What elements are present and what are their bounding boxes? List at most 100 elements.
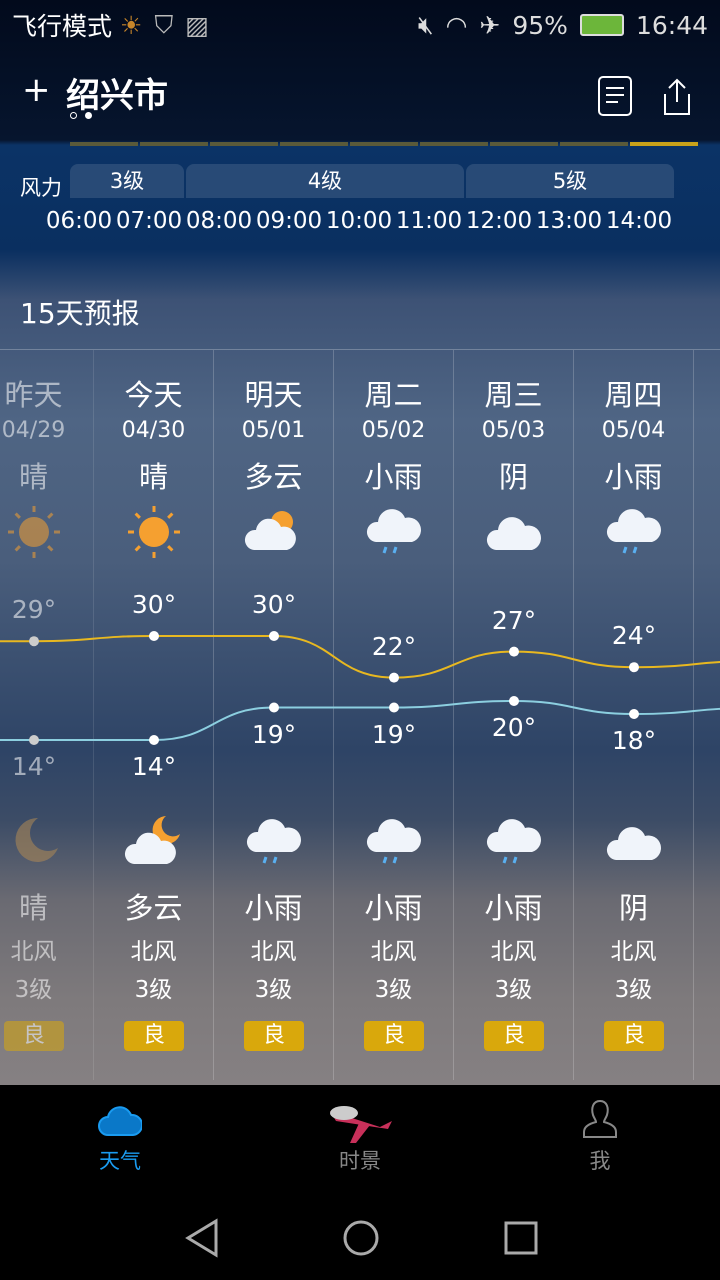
low-temp-point [509,696,519,706]
forecast-day[interactable]: 周二 05/02 小雨 小雨 北风 3级 良 [334,350,454,1080]
airplane-icon [330,1106,392,1143]
forecast-title: 15天预报 [20,297,140,330]
bottom-nav: 天气 时景 我 [0,1085,720,1280]
page-dot-active [85,112,92,119]
airplane-mode-label: 飞行模式 [12,12,113,41]
hour: 11:00 [395,208,463,234]
news-icon[interactable] [598,76,632,116]
airplane-icon: ✈ [479,10,501,40]
wind-level: 3级 [254,977,293,1003]
hour: 09:00 [255,208,323,234]
high-temp-point [389,672,399,683]
day-date: 05/02 [361,418,426,443]
shield-icon: ⛉ [154,10,174,39]
aqi-badge: 良 [484,1021,544,1051]
city-title[interactable]: 绍兴市 [66,76,168,116]
page-indicator [70,112,92,119]
temperature-curve [0,631,720,745]
tab-me[interactable]: 我 [480,1085,720,1185]
moon-icon [15,817,59,862]
wind-segment: 5级 [466,164,674,198]
low-temp-label: 19° [251,719,297,749]
rain-icon [366,819,421,864]
day-date: 05/04 [601,418,666,443]
high-temp-point [629,662,639,673]
night-condition: 阴 [618,891,648,925]
day-name: 周三 [484,378,543,412]
rain-icon [486,819,541,864]
status-bar: 飞行模式 ☀ ⛉ ▨ 🔇︎ ◠ ✈ 95% 16:44 [0,0,720,50]
sun-icon [128,506,180,558]
clock: 16:44 [635,10,708,40]
day-date: 05/01 [241,418,306,443]
header: + 绍兴市 [0,60,720,140]
wind-level: 3级 [134,977,173,1003]
wind-label: 风力 [20,176,62,200]
day-condition: 晴 [138,460,168,494]
cloud-icon [606,827,661,860]
forecast-day[interactable]: 周四 05/04 小雨 阴 北风 3级 良 [574,350,694,1080]
high-temp-label: 27° [491,605,537,635]
tab-weather[interactable]: 天气 [0,1085,240,1185]
day-condition: 小雨 [604,460,663,494]
high-temp-point [509,646,519,657]
aqi-badge: 良 [604,1021,664,1051]
day-condition: 阴 [498,460,528,494]
wind-direction: 北风 [490,939,537,965]
add-city-button[interactable]: + [22,70,51,110]
night-condition: 晴 [18,891,48,925]
day-condition: 多云 [244,460,303,494]
rain-icon [246,819,301,864]
rain-icon [606,509,661,554]
low-temp-point [269,702,279,713]
cloud-sun-icon [244,511,296,550]
day-name: 昨天 [4,378,63,412]
day-date: 05/03 [481,418,546,443]
high-temp-line [0,634,720,679]
day-name: 明天 [244,378,303,412]
wind-direction: 北风 [610,939,657,965]
high-temp-point [269,631,279,641]
tab-label: 我 [589,1149,611,1173]
low-temp-label: 18° [611,726,657,755]
wind-direction: 北风 [370,939,417,965]
share-icon[interactable] [660,76,694,116]
high-temp-label: 29° [11,595,57,625]
recents-icon[interactable] [496,1213,546,1263]
low-temp-line [0,699,720,742]
cloud-icon [98,1106,142,1136]
low-temp-point [629,709,639,719]
hour: 13:00 [535,208,603,234]
forecast-day[interactable]: 周三 05/03 阴 小雨 北风 3级 良 [454,350,574,1080]
wind-level: 3级 [494,977,533,1003]
hourly-times[interactable]: 06:00 07:00 08:00 09:00 10:00 11:00 12:00 13:00… [44,208,674,234]
home-icon[interactable] [336,1213,386,1263]
wind-direction: 北风 [10,939,57,965]
tab-scenes[interactable]: 时景 [240,1085,480,1185]
wind-level: 3级 [374,977,413,1003]
hourly-scale [70,142,698,146]
day-condition: 晴 [18,460,48,494]
low-temp-point [29,735,39,745]
low-temp-label: 20° [491,713,537,742]
forecast-day[interactable]: 明天 05/01 多云 小雨 北风 3级 良 [214,350,334,1080]
hour: 06:00 [45,208,113,234]
user-icon [583,1099,617,1138]
day-date: 04/29 [1,418,66,443]
forecast-day[interactable]: 今天 04/30 晴 多云 北风 3级 良 [94,350,214,1080]
aqi-badge: 良 [364,1021,424,1051]
hour: 10:00 [325,208,393,234]
forecast-day[interactable]: 昨天 04/29 晴 晴 北风 3级 良 [0,350,94,1080]
hour: 08:00 [185,208,253,234]
hour: 14:00 [605,208,673,234]
cloud-moon-icon [124,816,180,864]
sun-icon [8,506,60,558]
back-icon[interactable] [178,1213,228,1263]
low-temp-label: 19° [371,719,417,749]
weather-notify-icon: ☀ [120,10,143,40]
high-temp-label: 24° [611,621,657,651]
low-temp-label: 14° [131,752,177,781]
page-dot [70,112,77,119]
day-name: 周二 [364,378,423,412]
day-name: 周四 [604,378,663,412]
